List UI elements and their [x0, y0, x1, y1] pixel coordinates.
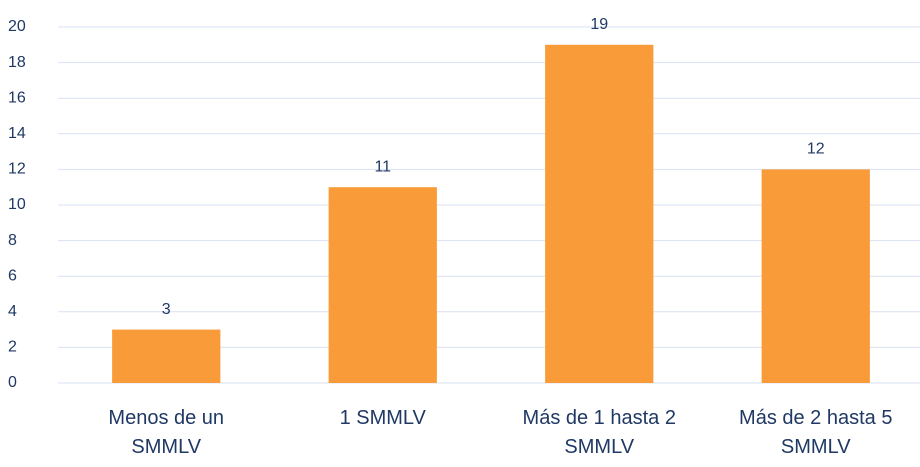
bar: [761, 169, 870, 383]
y-tick-label: 4: [8, 303, 17, 320]
data-label: 11: [374, 158, 391, 175]
y-tick-label: 18: [8, 54, 26, 71]
bar: [328, 187, 437, 383]
y-tick-label: 6: [8, 267, 17, 284]
data-label: 3: [162, 301, 171, 318]
y-tick-label: 0: [8, 374, 17, 391]
x-tick-label: 1 SMMLV: [339, 407, 426, 429]
y-tick-label: 10: [8, 196, 26, 213]
y-tick-label: 14: [8, 125, 26, 142]
bar: [545, 44, 654, 384]
data-label: 19: [590, 16, 608, 33]
x-tick-label: Menos de un SMMLV: [108, 407, 225, 458]
y-tick-label: 2: [8, 339, 17, 356]
y-tick-label: 20: [8, 18, 26, 35]
data-label: 12: [807, 141, 825, 158]
x-tick-label: Más de 2 hasta 5 SMMLV: [739, 407, 893, 458]
y-tick-label: 8: [8, 232, 17, 249]
y-tick-label: 12: [8, 161, 26, 178]
bar: [112, 329, 221, 383]
x-tick-label: Más de 1 hasta 2 SMMLV: [522, 407, 676, 458]
y-tick-label: 16: [8, 89, 26, 106]
